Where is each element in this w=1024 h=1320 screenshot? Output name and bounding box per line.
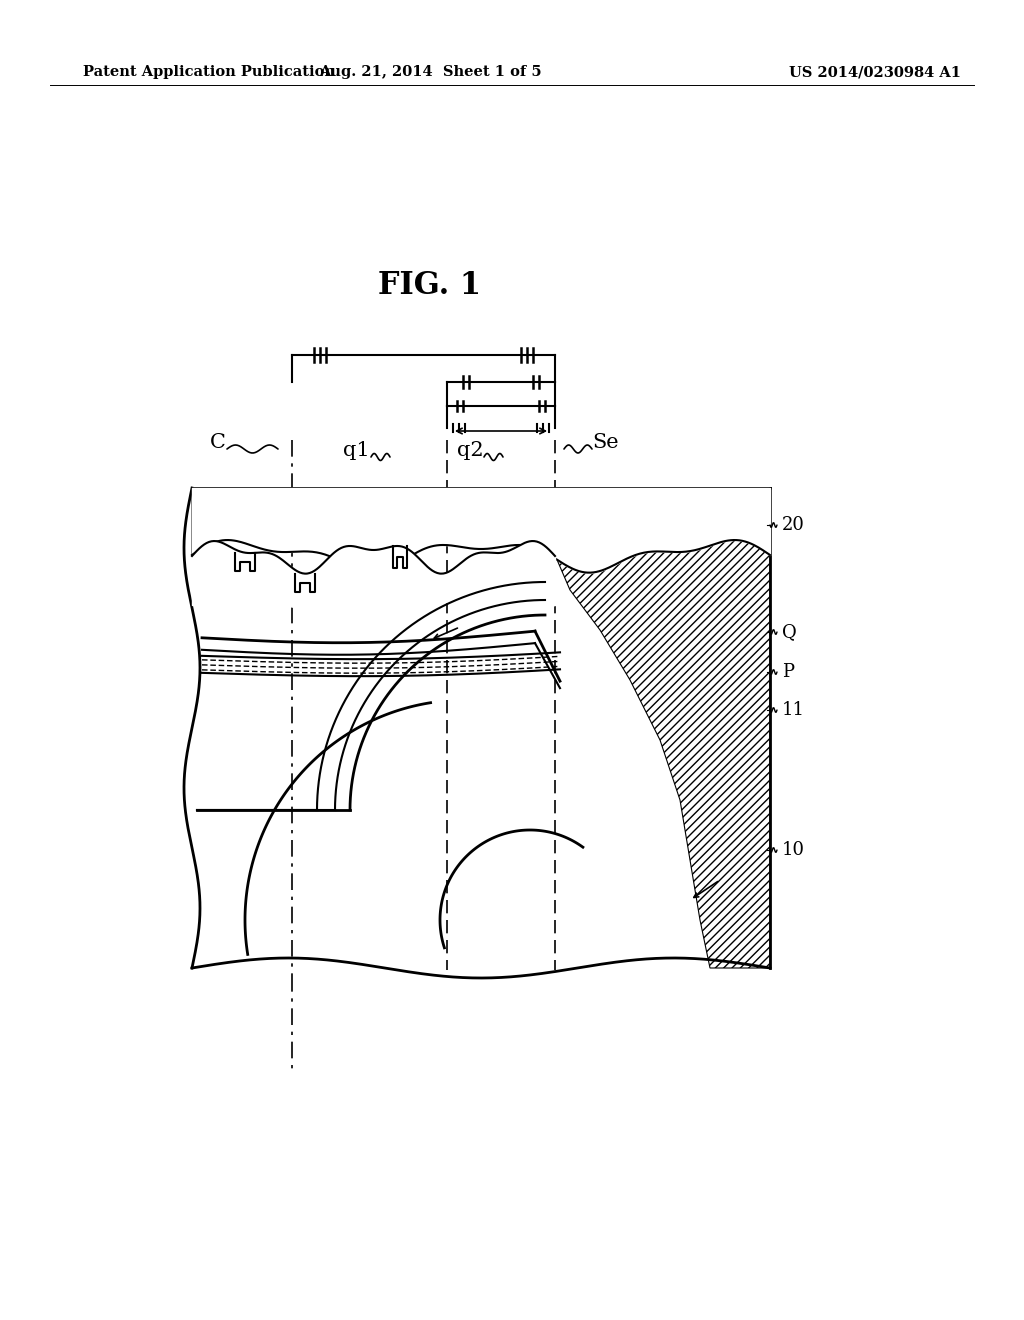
Text: US 2014/0230984 A1: US 2014/0230984 A1	[790, 65, 961, 79]
Text: 11: 11	[782, 701, 805, 719]
Text: 10: 10	[782, 841, 805, 859]
Text: q1: q1	[343, 441, 370, 461]
Text: Q: Q	[782, 623, 797, 642]
Text: FIG. 1: FIG. 1	[379, 269, 481, 301]
Text: P: P	[782, 663, 794, 681]
Text: Aug. 21, 2014  Sheet 1 of 5: Aug. 21, 2014 Sheet 1 of 5	[318, 65, 542, 79]
Text: 20: 20	[782, 516, 805, 535]
Text: C: C	[210, 433, 226, 453]
Text: Patent Application Publication: Patent Application Publication	[83, 65, 335, 79]
Text: Se: Se	[593, 433, 620, 453]
Text: q2: q2	[457, 441, 483, 461]
